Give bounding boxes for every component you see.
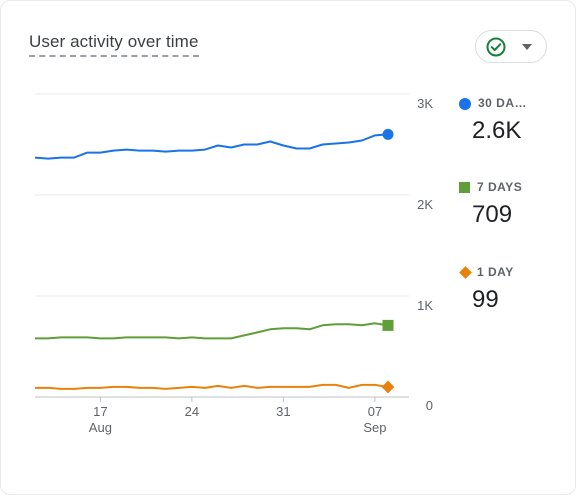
series-end-marker [382, 128, 394, 140]
legend-label: 30 DA… [478, 96, 528, 110]
legend-label: 7 DAYS [477, 180, 523, 194]
legend-item-7-days: 7 DAYS 709 [459, 179, 569, 229]
series-end-marker [382, 319, 394, 331]
compare-dropdown-button[interactable] [475, 30, 547, 63]
x-tick-month-label: Aug [89, 420, 112, 435]
legend-circle-marker [459, 97, 471, 110]
legend-diamond-marker [459, 266, 472, 280]
series-line [34, 133, 389, 160]
y-tick-label: 0 [426, 398, 433, 413]
legend-item-30-days: 30 DA… 2.6K [459, 95, 569, 145]
check-circle-icon [486, 37, 506, 57]
legend-value: 2.6K [472, 117, 522, 144]
card-title[interactable]: User activity over time [29, 32, 199, 57]
legend-label: 1 DAY [477, 265, 514, 279]
legend-square-marker [459, 182, 470, 194]
x-tick-label: 31 [276, 404, 290, 419]
series-end-marker [381, 380, 395, 394]
x-tick-month-label: Sep [363, 420, 386, 435]
x-tick-label: 07 [368, 404, 382, 419]
series-line [35, 322, 389, 340]
x-tick-label: 24 [185, 404, 199, 419]
legend-value: 99 [472, 286, 499, 313]
y-tick-label: 3K [417, 96, 433, 111]
y-tick-label: 2K [417, 197, 433, 212]
y-tick-label: 1K [417, 298, 433, 313]
x-tick-label: 17 [93, 404, 107, 419]
legend-value: 709 [472, 201, 513, 228]
legend-item-1-day: 1 DAY 99 [459, 264, 569, 314]
series-line [35, 383, 389, 390]
caret-down-icon [522, 44, 532, 50]
